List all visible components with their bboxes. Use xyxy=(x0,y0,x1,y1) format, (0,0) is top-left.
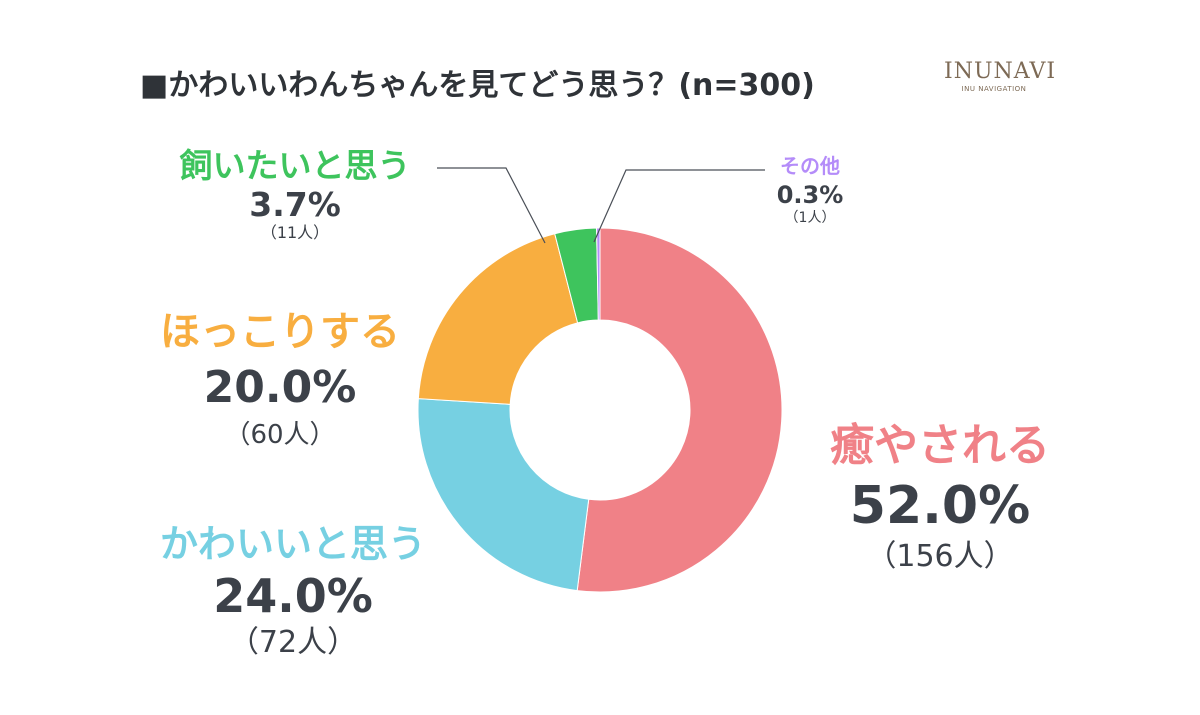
slice-count-kaitai: （11人） xyxy=(260,223,330,242)
donut-slice-iyasareru xyxy=(576,227,783,593)
slice-label-sonota: その他 0.3% （1人） xyxy=(750,152,870,226)
slice-label-iyasareru: 癒やされる 52.0% （156人） xyxy=(815,418,1065,576)
slice-name-kawaii: かわいいと思う xyxy=(159,522,426,566)
leader-line-kaitai xyxy=(437,167,546,244)
donut-slice-kawaii xyxy=(417,398,590,592)
slice-label-kawaii: かわいいと思う 24.0% （72人） xyxy=(130,520,456,662)
slice-percent-iyasareru: 52.0% xyxy=(849,476,1031,536)
slice-label-kaitai: 飼いたいと思う 3.7% （11人） xyxy=(160,146,430,242)
donut-slice-sonota xyxy=(596,227,601,321)
slice-count-iyasareru: （156人） xyxy=(866,539,1014,574)
slice-name-sonota: その他 xyxy=(780,154,840,178)
logo-main-text: INUNAVI xyxy=(944,59,1057,84)
inunavi-logo: INUNAVI INU NAVIGATION xyxy=(944,59,1057,94)
slice-name-iyasareru: 癒やされる xyxy=(830,420,1050,471)
slice-count-hokkori: （60人） xyxy=(224,420,336,450)
slice-percent-kawaii: 24.0% xyxy=(213,569,373,623)
slice-percent-sonota: 0.3% xyxy=(776,181,844,209)
slice-name-hokkori: ほっこりする xyxy=(160,309,400,355)
slice-label-hokkori: ほっこりする 20.0% （60人） xyxy=(120,306,440,452)
slice-count-sonota: （1人） xyxy=(784,210,836,226)
slice-percent-hokkori: 20.0% xyxy=(203,362,357,413)
slice-name-kaitai: 飼いたいと思う xyxy=(179,146,411,185)
slice-percent-kaitai: 3.7% xyxy=(249,185,341,224)
logo-sub-text: INU NAVIGATION xyxy=(961,85,1027,93)
leader-line-sonota xyxy=(593,169,765,243)
chart-title: ■かわいいわんちゃんを見てどう思う？(n=300) xyxy=(140,68,815,103)
slice-count-kawaii: （72人） xyxy=(228,625,358,660)
donut-slice-hokkori xyxy=(417,233,579,405)
